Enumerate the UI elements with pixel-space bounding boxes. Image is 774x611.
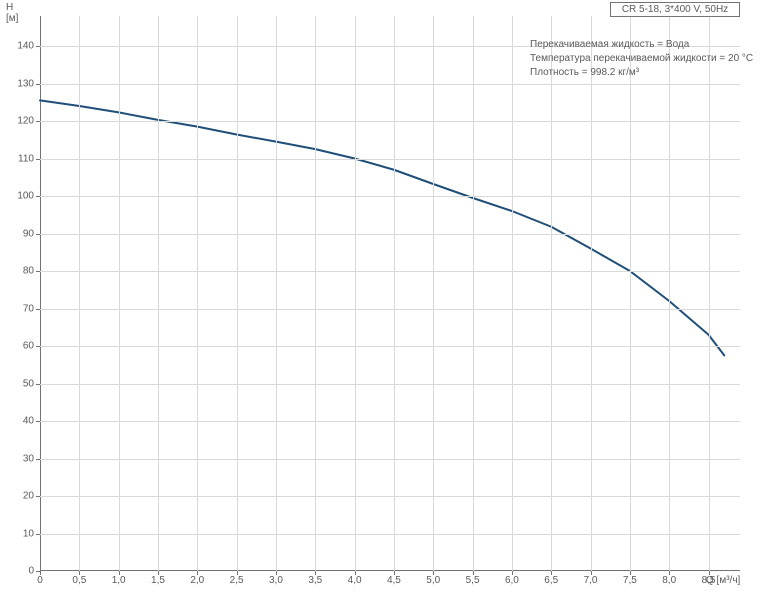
x-tick-label: 1,5: [151, 575, 165, 586]
grid-line-h: [40, 84, 740, 85]
y-axis-title: H [м]: [6, 2, 18, 24]
grid-line-h: [40, 384, 740, 385]
info-line: Плотность = 998.2 кг/м³: [530, 66, 753, 80]
y-tick-label: 10: [23, 528, 34, 539]
x-tick-label: 4,0: [348, 575, 362, 586]
y-tick-label: 70: [23, 303, 34, 314]
y-tick-mark: [36, 384, 40, 385]
grid-line-h: [40, 121, 740, 122]
grid-line-v: [276, 16, 277, 571]
x-tick-label: 8,0: [662, 575, 676, 586]
grid-line-h: [40, 421, 740, 422]
y-tick-label: 20: [23, 491, 34, 502]
grid-line-v: [237, 16, 238, 571]
x-tick-label: 5,5: [466, 575, 480, 586]
grid-line-v: [79, 16, 80, 571]
y-axis-title-line2: [м]: [6, 13, 18, 24]
y-tick-mark: [36, 459, 40, 460]
y-tick-mark: [36, 196, 40, 197]
fluid-info-block: Перекачиваемая жидкость = ВодаТемператур…: [530, 38, 753, 80]
chart-title-box: CR 5-18, 3*400 V, 50Hz: [610, 2, 740, 17]
info-line: Температура перекачиваемой жидкости = 20…: [530, 52, 753, 66]
y-tick-mark: [36, 46, 40, 47]
grid-line-h: [40, 534, 740, 535]
x-tick-label: 3,5: [308, 575, 322, 586]
grid-line-v: [591, 16, 592, 571]
y-tick-label: 80: [23, 266, 34, 277]
grid-line-h: [40, 309, 740, 310]
x-tick-label: 2,5: [230, 575, 244, 586]
y-tick-mark: [36, 534, 40, 535]
x-axis-title: Q [м³/ч]: [706, 575, 740, 586]
y-tick-label: 90: [23, 228, 34, 239]
grid-line-h: [40, 271, 740, 272]
x-tick-label: 5,0: [426, 575, 440, 586]
y-tick-mark: [36, 159, 40, 160]
grid-line-v: [394, 16, 395, 571]
y-tick-label: 100: [17, 191, 34, 202]
x-tick-label: 4,5: [387, 575, 401, 586]
x-tick-label: 7,5: [623, 575, 637, 586]
y-tick-mark: [36, 121, 40, 122]
y-tick-label: 140: [17, 41, 34, 52]
grid-line-v: [669, 16, 670, 571]
grid-line-v: [551, 16, 552, 571]
grid-line-v: [630, 16, 631, 571]
x-tick-label: 0,5: [72, 575, 86, 586]
x-tick-label: 1,0: [112, 575, 126, 586]
y-tick-mark: [36, 346, 40, 347]
x-tick-label: 7,0: [584, 575, 598, 586]
grid-line-h: [40, 459, 740, 460]
y-tick-mark: [36, 571, 40, 572]
x-tick-label: 2,0: [190, 575, 204, 586]
y-tick-label: 60: [23, 341, 34, 352]
y-tick-label: 40: [23, 416, 34, 427]
y-tick-mark: [36, 309, 40, 310]
y-tick-label: 130: [17, 78, 34, 89]
grid-line-h: [40, 196, 740, 197]
grid-line-v: [119, 16, 120, 571]
y-tick-mark: [36, 271, 40, 272]
y-tick-label: 30: [23, 453, 34, 464]
y-tick-mark: [36, 496, 40, 497]
y-tick-mark: [36, 84, 40, 85]
y-axis-title-line1: H: [6, 2, 18, 13]
grid-line-v: [315, 16, 316, 571]
info-line: Перекачиваемая жидкость = Вода: [530, 38, 753, 52]
pump-curve-chart: 00,51,01,52,02,53,03,54,04,55,05,56,06,5…: [40, 16, 740, 571]
grid-line-h: [40, 234, 740, 235]
x-tick-label: 6,5: [544, 575, 558, 586]
grid-line-h: [40, 346, 740, 347]
grid-line-v: [473, 16, 474, 571]
x-tick-label: 6,0: [505, 575, 519, 586]
grid-line-v: [512, 16, 513, 571]
y-tick-label: 120: [17, 116, 34, 127]
x-tick-label: 3,0: [269, 575, 283, 586]
y-tick-label: 50: [23, 378, 34, 389]
grid-line-v: [197, 16, 198, 571]
y-tick-mark: [36, 234, 40, 235]
grid-line-v: [355, 16, 356, 571]
grid-line-h: [40, 496, 740, 497]
grid-line-h: [40, 159, 740, 160]
x-tick-label: 0: [37, 575, 43, 586]
y-tick-label: 0: [28, 566, 34, 577]
grid-line-v: [433, 16, 434, 571]
pump-curve-line: [40, 16, 740, 571]
grid-line-v: [158, 16, 159, 571]
grid-line-v: [709, 16, 710, 571]
y-tick-mark: [36, 421, 40, 422]
y-tick-label: 110: [18, 153, 34, 164]
